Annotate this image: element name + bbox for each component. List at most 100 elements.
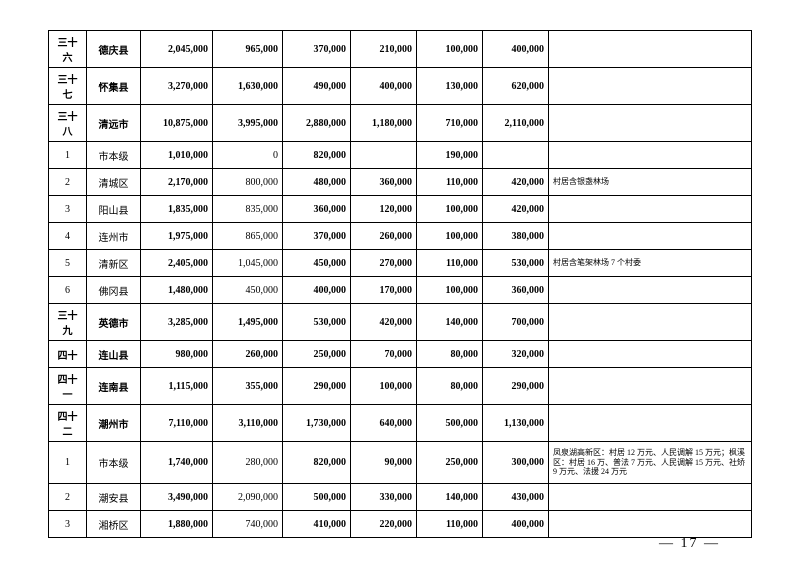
cell-name: 德庆县 xyxy=(87,31,141,68)
cell-name: 湘桥区 xyxy=(87,511,141,538)
cell-v3: 290,000 xyxy=(283,368,351,405)
cell-idx: 四十 xyxy=(49,341,87,368)
cell-v2: 0 xyxy=(213,142,283,169)
cell-idx: 1 xyxy=(49,442,87,484)
cell-v4 xyxy=(351,142,417,169)
cell-v5: 140,000 xyxy=(417,484,483,511)
cell-v5: 140,000 xyxy=(417,304,483,341)
page-number: — 17 — xyxy=(659,536,720,552)
cell-name: 阳山县 xyxy=(87,196,141,223)
cell-name: 怀集县 xyxy=(87,68,141,105)
cell-name: 清远市 xyxy=(87,105,141,142)
cell-v2: 1,045,000 xyxy=(213,250,283,277)
cell-v5: 100,000 xyxy=(417,223,483,250)
cell-v6: 420,000 xyxy=(483,196,549,223)
cell-v6: 380,000 xyxy=(483,223,549,250)
cell-v5: 190,000 xyxy=(417,142,483,169)
cell-v5: 110,000 xyxy=(417,250,483,277)
cell-v3: 370,000 xyxy=(283,31,351,68)
cell-idx: 1 xyxy=(49,142,87,169)
cell-v5: 130,000 xyxy=(417,68,483,105)
cell-note xyxy=(549,142,752,169)
cell-name: 英德市 xyxy=(87,304,141,341)
cell-name: 市本级 xyxy=(87,142,141,169)
cell-name: 市本级 xyxy=(87,442,141,484)
cell-v1: 2,045,000 xyxy=(141,31,213,68)
cell-v2: 3,995,000 xyxy=(213,105,283,142)
cell-v3: 450,000 xyxy=(283,250,351,277)
cell-v1: 1,880,000 xyxy=(141,511,213,538)
cell-v2: 865,000 xyxy=(213,223,283,250)
cell-note: 村居含银盏林场 xyxy=(549,169,752,196)
cell-v4: 330,000 xyxy=(351,484,417,511)
cell-v3: 820,000 xyxy=(283,142,351,169)
cell-v2: 280,000 xyxy=(213,442,283,484)
cell-v6 xyxy=(483,142,549,169)
cell-v6: 1,130,000 xyxy=(483,405,549,442)
cell-v3: 250,000 xyxy=(283,341,351,368)
cell-v1: 2,170,000 xyxy=(141,169,213,196)
data-table: 三十六德庆县2,045,000965,000370,000210,000100,… xyxy=(48,30,752,538)
cell-idx: 2 xyxy=(49,169,87,196)
cell-v2: 3,110,000 xyxy=(213,405,283,442)
cell-v3: 1,730,000 xyxy=(283,405,351,442)
cell-note xyxy=(549,405,752,442)
cell-v1: 3,285,000 xyxy=(141,304,213,341)
table-row: 1市本级1,740,000280,000820,00090,000250,000… xyxy=(49,442,752,484)
cell-v2: 835,000 xyxy=(213,196,283,223)
cell-name: 潮安县 xyxy=(87,484,141,511)
cell-v1: 3,490,000 xyxy=(141,484,213,511)
cell-v2: 1,495,000 xyxy=(213,304,283,341)
cell-v3: 530,000 xyxy=(283,304,351,341)
cell-v3: 490,000 xyxy=(283,68,351,105)
cell-name: 清新区 xyxy=(87,250,141,277)
cell-note: 村居含笔架林场 7 个村委 xyxy=(549,250,752,277)
cell-v5: 500,000 xyxy=(417,405,483,442)
table-row: 4连州市1,975,000865,000370,000260,000100,00… xyxy=(49,223,752,250)
cell-note: 凤泉湖高新区：村居 12 万元、人民调解 15 万元；枫溪区：村居 16 万、普… xyxy=(549,442,752,484)
cell-v5: 80,000 xyxy=(417,368,483,405)
table-row: 四十一连南县1,115,000355,000290,000100,00080,0… xyxy=(49,368,752,405)
cell-v4: 640,000 xyxy=(351,405,417,442)
cell-v3: 2,880,000 xyxy=(283,105,351,142)
cell-v4: 1,180,000 xyxy=(351,105,417,142)
table-row: 四十连山县980,000260,000250,00070,00080,00032… xyxy=(49,341,752,368)
cell-name: 连山县 xyxy=(87,341,141,368)
cell-v6: 620,000 xyxy=(483,68,549,105)
cell-idx: 3 xyxy=(49,196,87,223)
cell-v6: 2,110,000 xyxy=(483,105,549,142)
cell-v6: 400,000 xyxy=(483,31,549,68)
cell-v5: 100,000 xyxy=(417,196,483,223)
cell-v6: 430,000 xyxy=(483,484,549,511)
cell-v2: 965,000 xyxy=(213,31,283,68)
cell-note xyxy=(549,31,752,68)
cell-idx: 四十二 xyxy=(49,405,87,442)
cell-name: 清城区 xyxy=(87,169,141,196)
cell-v4: 170,000 xyxy=(351,277,417,304)
table-row: 2潮安县3,490,0002,090,000500,000330,000140,… xyxy=(49,484,752,511)
table-row: 3阳山县1,835,000835,000360,000120,000100,00… xyxy=(49,196,752,223)
cell-v3: 360,000 xyxy=(283,196,351,223)
cell-v1: 1,975,000 xyxy=(141,223,213,250)
cell-v1: 980,000 xyxy=(141,341,213,368)
cell-idx: 4 xyxy=(49,223,87,250)
cell-idx: 四十一 xyxy=(49,368,87,405)
cell-v1: 1,740,000 xyxy=(141,442,213,484)
cell-v2: 800,000 xyxy=(213,169,283,196)
table-row: 6佛冈县1,480,000450,000400,000170,000100,00… xyxy=(49,277,752,304)
cell-v2: 740,000 xyxy=(213,511,283,538)
cell-v1: 10,875,000 xyxy=(141,105,213,142)
cell-v6: 700,000 xyxy=(483,304,549,341)
cell-note xyxy=(549,368,752,405)
cell-note xyxy=(549,484,752,511)
table-row: 5清新区2,405,0001,045,000450,000270,000110,… xyxy=(49,250,752,277)
cell-v4: 220,000 xyxy=(351,511,417,538)
cell-note xyxy=(549,341,752,368)
cell-v2: 260,000 xyxy=(213,341,283,368)
cell-v3: 480,000 xyxy=(283,169,351,196)
cell-idx: 5 xyxy=(49,250,87,277)
cell-idx: 2 xyxy=(49,484,87,511)
cell-name: 佛冈县 xyxy=(87,277,141,304)
cell-v2: 450,000 xyxy=(213,277,283,304)
cell-v6: 300,000 xyxy=(483,442,549,484)
